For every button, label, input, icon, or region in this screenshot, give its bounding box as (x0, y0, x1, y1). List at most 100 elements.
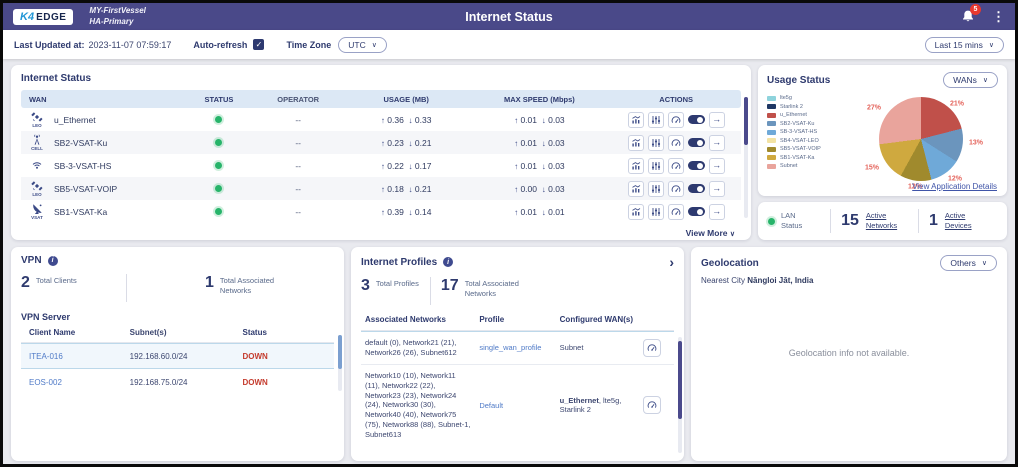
chevron-down-icon: ∨ (982, 77, 988, 84)
configured-wans-value: u_Ethernet, lte5g, Starlink 2 (559, 396, 622, 415)
logo-edge-text: EDGE (36, 11, 67, 23)
usage-chart-button[interactable] (627, 157, 644, 174)
vpn-client-link[interactable]: ITEA-016 (29, 351, 63, 361)
wan-enable-toggle[interactable] (687, 161, 705, 170)
speed-test-button[interactable] (667, 111, 684, 128)
nearest-city: Nearest City Nāngloi Jāt, India (701, 276, 997, 285)
max-speed-value: ↑ 0.01 ↓ 0.03 (514, 114, 565, 125)
usage-chart-button[interactable] (627, 134, 644, 151)
vpn-client-link[interactable]: EOS-002 (29, 377, 62, 387)
vessel-name-line2: HA-Primary (89, 16, 134, 26)
pie-legend: lte5g Starlink 2 u_Ethernet SB2-VSAT-Ku … (767, 91, 845, 191)
speed-test-button[interactable] (667, 180, 684, 197)
vpn-clients-count: 2 (21, 274, 30, 291)
wan-details-button[interactable]: → (708, 203, 725, 220)
notification-bell-icon[interactable]: 5 (961, 4, 981, 24)
col-associated-networks: Associated Networks (365, 315, 446, 324)
geolocation-filter-select[interactable]: Others ∨ (940, 255, 997, 271)
internet-status-panel: Internet Status WAN STATUS OPERATOR USAG… (11, 65, 751, 240)
dashboard-content: Internet Status WAN STATUS OPERATOR USAG… (3, 59, 1015, 464)
wan-enable-toggle[interactable] (687, 184, 705, 193)
lan-status-indicator (768, 217, 775, 225)
usage-chart-button[interactable] (627, 203, 644, 220)
associated-networks-value: Network10 (10), Network11 (11), Network2… (365, 370, 471, 440)
upload-arrow-icon: ↑ (514, 115, 519, 125)
speed-test-button[interactable] (667, 134, 684, 151)
vpn-client-row: ITEA-016 192.168.60.0/24 DOWN (21, 343, 334, 369)
status-up-indicator (215, 138, 223, 146)
info-icon[interactable]: i (47, 255, 58, 266)
wan-enable-toggle[interactable] (687, 138, 705, 147)
auto-refresh: Auto-refresh ✓ (193, 39, 265, 50)
usage-value: ↑ 0.18 ↓ 0.21 (380, 183, 432, 194)
wan-settings-button[interactable] (647, 203, 664, 220)
wan-details-button[interactable]: → (708, 134, 725, 151)
profile-link[interactable]: Default (479, 400, 504, 410)
view-application-details-link[interactable]: View Application Details (912, 182, 997, 191)
usage-filter-select[interactable]: WANs ∨ (943, 72, 998, 88)
wan-details-button[interactable]: → (708, 180, 725, 197)
vpn-status-badge: DOWN (242, 377, 268, 387)
wan-details-button[interactable]: → (708, 157, 725, 174)
profiles-table-scrollbar[interactable] (678, 337, 682, 453)
speed-test-button[interactable] (667, 203, 684, 220)
time-zone-select[interactable]: UTC ∨ (338, 36, 387, 53)
leo-satellite-icon: LEO (29, 111, 45, 129)
max-speed-value: ↑ 0.01 ↓ 0.01 (514, 206, 565, 217)
arrow-right-icon: → (712, 183, 722, 193)
auto-refresh-checkbox[interactable]: ✓ (253, 39, 265, 50)
auto-refresh-label: Auto-refresh (193, 39, 248, 50)
col-actions: ACTIONS (659, 94, 694, 104)
profile-link[interactable]: single_wan_profile (479, 343, 542, 353)
pie-percent-label: 13% (968, 139, 984, 147)
usage-chart-button[interactable] (627, 180, 644, 197)
download-arrow-icon: ↓ (408, 138, 413, 148)
last-updated-value: 2023-11-07 07:59:17 (88, 39, 172, 50)
internet-profiles-panel: Internet Profiles i › 3 Total Profiles 1… (351, 247, 684, 461)
legend-swatch (767, 138, 776, 143)
legend-swatch (767, 155, 776, 160)
legend-swatch (767, 146, 776, 152)
view-more-button[interactable]: View More ∨ (685, 228, 735, 238)
legend-item: SB4-VSAT-LEO (767, 138, 845, 144)
speed-test-button[interactable] (667, 157, 684, 174)
active-networks-link[interactable]: Active Networks (865, 211, 898, 230)
wan-enable-toggle[interactable] (687, 207, 705, 216)
legend-swatch (767, 95, 776, 101)
internet-profiles-title: Internet Profiles (361, 256, 438, 268)
wan-settings-button[interactable] (647, 134, 664, 151)
wan-settings-button[interactable] (647, 157, 664, 174)
chevron-right-icon[interactable]: › (669, 254, 674, 270)
chevron-down-icon: ∨ (729, 231, 735, 238)
geolocation-empty-message: Geolocation info not available. (788, 347, 910, 358)
usage-chart-button[interactable] (627, 111, 644, 128)
usage-status-panel: Usage Status WANs ∨ lte5g Starlink 2 u_E… (758, 65, 1007, 196)
wan-enable-toggle[interactable] (687, 115, 705, 124)
last-updated-label: Last Updated at: (14, 39, 85, 50)
status-up-indicator (215, 184, 223, 192)
wan-name: SB2-VSAT-Ku (54, 137, 108, 148)
arrow-right-icon: → (712, 137, 722, 147)
profile-speed-test-button[interactable] (643, 396, 662, 415)
wan-details-button[interactable]: → (708, 111, 725, 128)
profile-speed-test-button[interactable] (643, 338, 662, 357)
configured-wans-value: Subnet (559, 343, 584, 353)
vpn-table-scrollbar[interactable] (338, 335, 342, 391)
wan-settings-button[interactable] (647, 180, 664, 197)
kebab-menu-icon[interactable]: ⋮ (992, 9, 1005, 24)
operator-value: -- (295, 114, 302, 125)
legend-item: SB5-VSAT-VOIP (767, 146, 845, 152)
chevron-down-icon: ∨ (981, 260, 987, 267)
wan-table-scrollbar[interactable] (744, 97, 748, 218)
arrow-right-icon: → (712, 206, 722, 216)
upload-arrow-icon: ↑ (380, 161, 385, 171)
wan-settings-button[interactable] (647, 111, 664, 128)
cell-tower-icon: CELL (29, 134, 45, 152)
legend-swatch (767, 112, 776, 118)
legend-item: SB2-VSAT-Ku (767, 121, 845, 127)
vpn-networks-count: 1 (205, 274, 214, 291)
time-range-select[interactable]: Last 15 mins ∨ (924, 36, 1004, 53)
active-devices-link[interactable]: Active Devices (944, 211, 972, 230)
info-icon[interactable]: i (443, 257, 454, 267)
lan-status-panel: LAN Status 15 Active Networks 1 Active D… (758, 202, 1007, 240)
